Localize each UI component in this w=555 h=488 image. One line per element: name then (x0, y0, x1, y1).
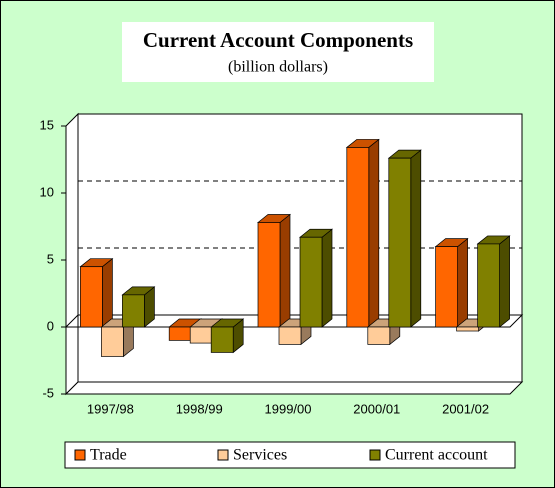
bar-side (102, 257, 113, 328)
y-tick-label: 10 (40, 184, 54, 199)
bar-group (210, 318, 245, 354)
bar-side (499, 235, 510, 328)
bar (367, 326, 391, 345)
bar (257, 222, 281, 328)
bar (388, 157, 412, 328)
legend-swatch (369, 449, 381, 461)
bar-group (476, 235, 511, 328)
bar-group (79, 257, 114, 328)
x-tick-label: 1998/99 (176, 401, 223, 416)
legend-swatch (217, 449, 229, 461)
x-tick-label: 1997/98 (87, 401, 134, 416)
legend-label: Current account (385, 447, 488, 464)
title-box (122, 22, 434, 82)
bar (189, 326, 213, 344)
bar (435, 246, 458, 328)
side-wall (65, 112, 79, 396)
legend-label: Services (233, 447, 287, 464)
legend-swatch (74, 449, 86, 461)
floor (64, 381, 524, 395)
chart-title: Current Account Components (143, 28, 413, 52)
chart-subtitle: (billion dollars) (228, 59, 328, 76)
bar-side (279, 213, 291, 328)
bar (278, 326, 302, 345)
bar-group (299, 228, 333, 328)
y-tick-label: -5 (42, 385, 54, 400)
y-tick-label: 0 (47, 318, 54, 333)
x-tick-label: 1999/00 (265, 401, 312, 416)
bar (101, 326, 124, 357)
bar-group (434, 237, 469, 328)
bar-group (387, 149, 422, 328)
y-tick-label: 15 (40, 117, 54, 132)
bar-group (257, 213, 291, 328)
bar (122, 294, 145, 328)
bar (299, 236, 323, 328)
bar (477, 243, 500, 328)
y-tick-label: 5 (47, 251, 54, 266)
bar-side (410, 149, 422, 328)
bar (456, 326, 479, 332)
legend-label: Trade (90, 447, 127, 464)
x-tick-label: 2001/02 (442, 401, 489, 416)
bar-group (100, 318, 135, 358)
bar-side (457, 237, 468, 328)
bar-group (121, 286, 156, 328)
bar (346, 147, 370, 328)
bar-side (368, 138, 380, 328)
legend-box (64, 441, 516, 469)
bar-side (321, 228, 333, 328)
bar-group (345, 138, 380, 328)
bar (168, 326, 192, 341)
x-tick-label: 2000/01 (353, 401, 400, 416)
bar (80, 266, 103, 328)
bar (210, 326, 234, 353)
